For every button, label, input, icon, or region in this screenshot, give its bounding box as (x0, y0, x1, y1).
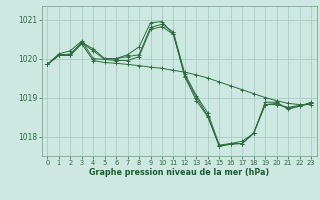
X-axis label: Graphe pression niveau de la mer (hPa): Graphe pression niveau de la mer (hPa) (89, 168, 269, 177)
